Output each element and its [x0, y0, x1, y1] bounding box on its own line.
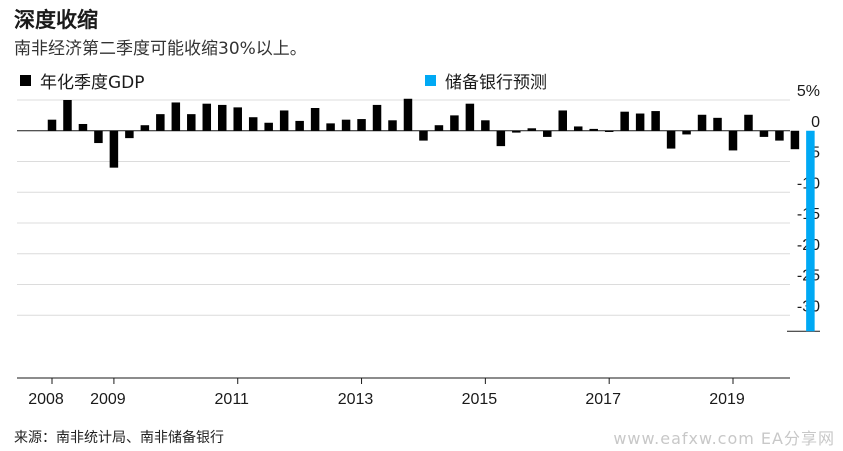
gdp-bar	[543, 130, 552, 137]
gdp-bar	[419, 130, 428, 141]
legend-label-forecast: 储备银行预测	[445, 73, 547, 93]
gdp-bar	[697, 114, 707, 131]
legend-swatch-gdp	[20, 75, 31, 86]
gdp-bar	[63, 100, 72, 131]
legend-item-gdp: 年化季度GDP	[20, 68, 145, 93]
gdp-bar	[295, 120, 304, 131]
gdp-bar	[589, 128, 598, 131]
gdp-bar	[635, 113, 645, 131]
x-tick-label: 2017	[585, 391, 621, 408]
x-tick-label: 2013	[338, 391, 374, 408]
gdp-bar	[775, 130, 784, 141]
chart-title: 深度收缩	[14, 8, 98, 32]
gdp-bar	[248, 117, 258, 131]
gdp-bar	[47, 119, 57, 131]
gdp-bar	[651, 111, 660, 131]
gdp-bar	[403, 98, 413, 131]
gdp-bar	[310, 107, 320, 131]
gdp-bar	[140, 125, 150, 131]
gdp-bar	[728, 130, 738, 151]
gdp-bar	[527, 128, 537, 131]
x-tick-label: 2009	[90, 391, 126, 408]
gdp-bar	[264, 122, 273, 131]
gdp-bar	[341, 119, 351, 131]
y-tick-label: 5%	[797, 83, 820, 100]
gdp-bar	[187, 114, 196, 131]
chart-subtitle: 南非经济第二季度可能收缩30%以上。	[14, 39, 307, 59]
gdp-bar	[109, 130, 119, 168]
gdp-bar	[434, 125, 444, 131]
gdp-bar	[94, 130, 103, 144]
x-tick-label: 2008	[28, 391, 64, 408]
watermark: www.eafxw.com EA分享网	[613, 429, 835, 448]
gdp-bar	[744, 114, 753, 131]
forecast-bar	[806, 130, 815, 332]
gdp-bar	[465, 103, 475, 131]
legend-label-gdp: 年化季度GDP	[40, 73, 145, 93]
x-tick-label: 2019	[709, 391, 745, 408]
gdp-bar	[512, 130, 521, 133]
source-note: 来源：南非统计局、南非储备银行	[14, 430, 224, 446]
gdp-bar	[604, 130, 614, 132]
gdp-bar	[558, 110, 567, 131]
gdp-bar	[125, 130, 134, 139]
legend-swatch-forecast	[425, 75, 436, 86]
gdp-bar	[357, 119, 366, 131]
gdp-bar	[78, 123, 88, 131]
gdp-bar	[481, 120, 490, 131]
x-tick-label: 2015	[462, 391, 498, 408]
gdp-bar	[218, 104, 227, 131]
gdp-bar	[326, 123, 335, 131]
gdp-bar	[171, 102, 181, 131]
gdp-bar	[372, 104, 382, 131]
gdp-bar	[279, 110, 289, 131]
gdp-bar	[682, 130, 691, 135]
gdp-bar	[450, 115, 459, 131]
gdp-bar	[620, 111, 629, 131]
gdp-bar	[156, 114, 165, 131]
y-tick-label: 0	[811, 114, 820, 131]
gdp-bar	[713, 117, 722, 131]
gdp-bar	[233, 107, 242, 131]
gdp-bar	[759, 130, 769, 137]
gdp-bar	[388, 120, 397, 131]
legend-item-forecast: 储备银行预测	[425, 68, 547, 93]
gdp-bar	[573, 126, 583, 131]
gdp-bar	[496, 130, 506, 147]
gdp-bar	[666, 130, 676, 149]
gdp-bar	[790, 130, 800, 150]
x-tick-label: 2011	[215, 391, 250, 408]
gdp-bar	[202, 103, 212, 131]
